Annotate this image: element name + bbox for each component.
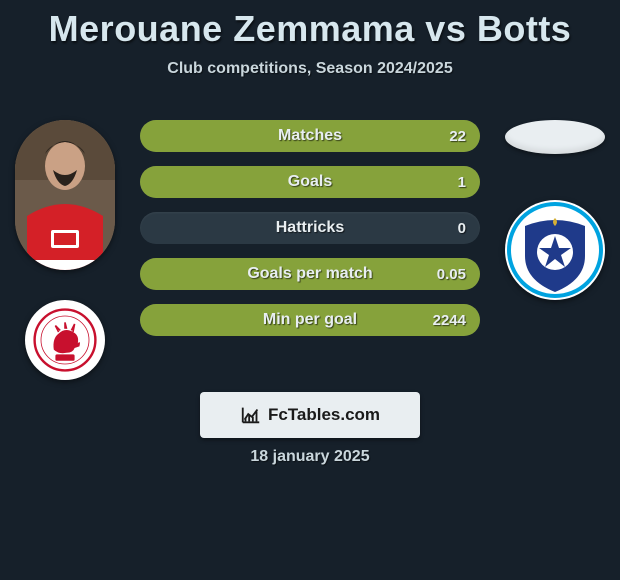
left-player-photo (15, 120, 115, 270)
stat-value-right: 0.05 (423, 258, 480, 290)
stat-label: Hattricks (276, 219, 344, 237)
player-silhouette-icon (15, 120, 115, 270)
brand-box: FcTables.com (200, 392, 420, 438)
stat-value-right: 1 (444, 166, 480, 198)
stat-label: Min per goal (263, 311, 357, 329)
left-player-column (10, 120, 120, 380)
left-club-badge (25, 300, 105, 380)
subtitle: Club competitions, Season 2024/2025 (0, 60, 620, 78)
stat-row: Matches 22 (140, 120, 480, 152)
stat-value-right: 22 (435, 120, 480, 152)
page-title: Merouane Zemmama vs Botts (0, 0, 620, 50)
stat-row: Goals per match 0.05 (140, 258, 480, 290)
stat-label: Matches (278, 127, 342, 145)
middlesbrough-badge-icon (33, 308, 97, 372)
date-text: 18 january 2025 (0, 448, 620, 466)
stat-label: Goals per match (247, 265, 372, 283)
right-player-column (500, 120, 610, 300)
stat-label: Goals (288, 173, 332, 191)
stat-value-right: 0 (444, 212, 480, 244)
stat-value-right: 2244 (419, 304, 480, 336)
right-club-badge (505, 200, 605, 300)
stat-row: Goals 1 (140, 166, 480, 198)
stats-panel: Matches 22 Goals 1 Hattricks 0 Goals per match… (140, 120, 480, 336)
chart-icon (240, 404, 262, 426)
stat-row: Min per goal 2244 (140, 304, 480, 336)
brand-text: FcTables.com (268, 405, 380, 425)
portsmouth-badge-icon (505, 200, 605, 300)
stat-row: Hattricks 0 (140, 212, 480, 244)
right-player-photo-placeholder (505, 120, 605, 154)
